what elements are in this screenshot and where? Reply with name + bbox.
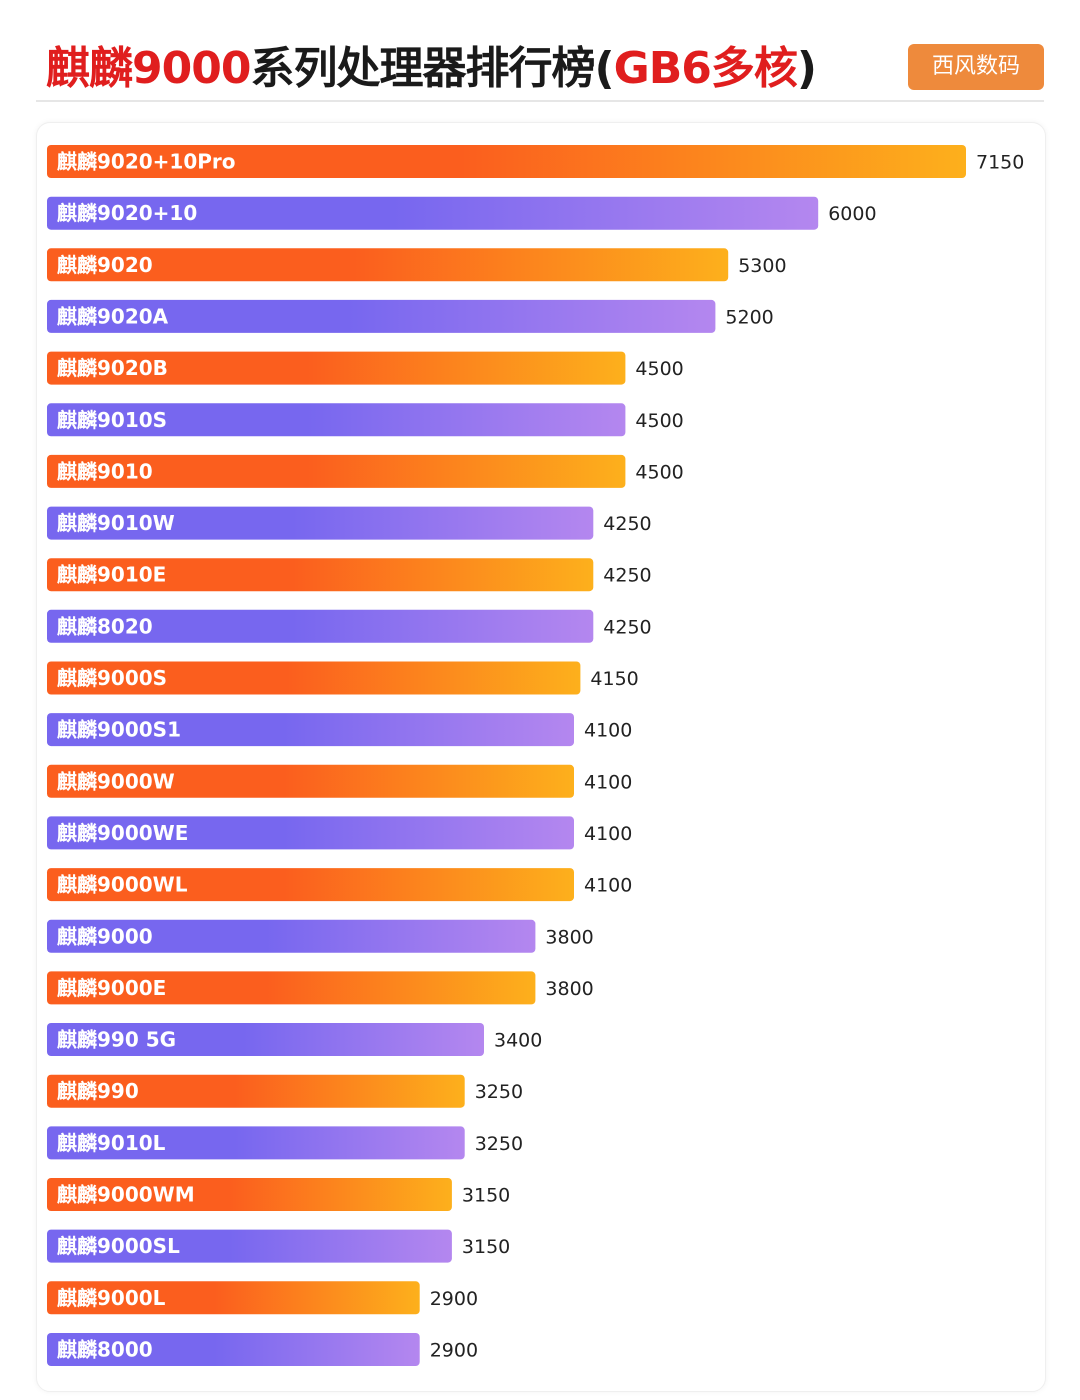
bar-value-2: 6000 (828, 203, 876, 225)
chart-panel: 麒麟9020+10Pro 7150 麒麟9020+10 6000 麒麟9020 5300 麒… (36, 122, 1046, 1392)
bar-value-1: 7150 (976, 152, 1024, 174)
bar-label-11: 麒麟9000S (57, 666, 167, 690)
bar-label-4: 麒麟9020A (57, 304, 169, 328)
bar-12 (47, 713, 574, 747)
title-suffix: ) (796, 43, 817, 94)
bar-label-18: 麒麟990 5G (57, 1028, 176, 1052)
bar-10 (47, 609, 594, 643)
page-title: 麒麟9000系列处理器排行榜(GB6多核) (46, 38, 817, 100)
bar-2 (47, 196, 819, 230)
bar-label-7: 麒麟9010 (57, 459, 153, 483)
bar-chart: 麒麟9020+10Pro 7150 麒麟9020+10 6000 麒麟9020 5300 麒… (47, 145, 1024, 1366)
header: 麒麟9000系列处理器排行榜(GB6多核) 西风数码 (36, 38, 1044, 100)
bars-group: 麒麟9020+10Pro 7150 麒麟9020+10 6000 麒麟9020 5300 麒… (47, 145, 1024, 1366)
bar-value-12: 4100 (584, 720, 632, 742)
bar-11 (47, 661, 581, 695)
bar-value-22: 3150 (462, 1236, 510, 1258)
title-middle: 系列处理器排行榜( (250, 43, 614, 94)
bar-value-5: 4500 (635, 358, 683, 380)
bar-value-23: 2900 (430, 1288, 478, 1310)
bar-label-3: 麒麟9020 (57, 253, 153, 277)
header-divider (36, 100, 1044, 102)
bar-4 (47, 299, 716, 333)
bar-value-20: 3250 (475, 1133, 523, 1155)
bar-value-9: 4250 (603, 565, 651, 587)
bar-value-15: 4100 (584, 875, 632, 897)
bar-17 (47, 971, 536, 1005)
bar-19 (47, 1074, 465, 1108)
bar-16 (47, 919, 536, 953)
bar-value-13: 4100 (584, 771, 632, 793)
title-prefix: 麒麟9000 (46, 43, 251, 94)
bar-7 (47, 454, 626, 488)
bar-23 (47, 1281, 420, 1315)
bar-20 (47, 1126, 465, 1160)
bar-label-13: 麒麟9000W (57, 769, 175, 793)
bar-value-8: 4250 (603, 513, 651, 535)
bar-value-10: 4250 (603, 616, 651, 638)
bar-value-11: 4150 (590, 668, 638, 690)
bar-label-16: 麒麟9000 (57, 924, 153, 948)
bar-22 (47, 1229, 452, 1263)
bar-6 (47, 403, 626, 437)
bar-18 (47, 1023, 484, 1056)
bar-value-6: 4500 (635, 410, 683, 432)
brand-badge: 西风数码 (908, 44, 1044, 90)
bar-label-19: 麒麟990 (57, 1079, 139, 1103)
bar-14 (47, 816, 574, 850)
bar-label-2: 麒麟9020+10 (57, 201, 197, 225)
bar-13 (47, 764, 574, 798)
bar-label-22: 麒麟9000SL (57, 1234, 180, 1258)
bar-label-12: 麒麟9000S1 (57, 718, 181, 742)
bar-label-9: 麒麟9010E (57, 563, 166, 587)
bar-5 (47, 351, 626, 385)
bar-label-8: 麒麟9010W (57, 511, 175, 535)
bar-value-14: 4100 (584, 823, 632, 845)
bar-label-10: 麒麟8020 (57, 614, 153, 638)
bar-value-16: 3800 (545, 926, 593, 948)
bar-label-5: 麒麟9020B (57, 356, 168, 380)
bar-value-3: 5300 (738, 255, 786, 277)
bar-label-14: 麒麟9000WE (57, 821, 188, 845)
bar-3 (47, 248, 729, 282)
bar-1 (47, 145, 966, 178)
bar-15 (47, 868, 574, 902)
title-highlight: GB6多核 (613, 43, 798, 94)
bar-label-15: 麒麟9000WL (57, 873, 188, 897)
bar-value-7: 4500 (635, 461, 683, 483)
bar-label-17: 麒麟9000E (57, 976, 166, 1000)
bar-24 (47, 1333, 420, 1366)
bar-value-18: 3400 (494, 1030, 542, 1052)
bar-9 (47, 558, 594, 592)
bar-label-24: 麒麟8000 (57, 1338, 153, 1362)
bar-label-6: 麒麟9010S (57, 408, 167, 432)
bar-label-23: 麒麟9000L (57, 1286, 166, 1310)
bar-8 (47, 506, 594, 540)
bar-label-20: 麒麟9010L (57, 1131, 166, 1155)
bar-21 (47, 1178, 452, 1211)
bar-value-21: 3150 (462, 1185, 510, 1207)
bar-value-4: 5200 (725, 306, 773, 328)
bar-value-19: 3250 (475, 1081, 523, 1103)
bar-value-24: 2900 (430, 1340, 478, 1362)
bar-label-21: 麒麟9000WM (57, 1183, 195, 1207)
bar-value-17: 3800 (545, 978, 593, 1000)
bar-label-1: 麒麟9020+10Pro (57, 150, 236, 174)
